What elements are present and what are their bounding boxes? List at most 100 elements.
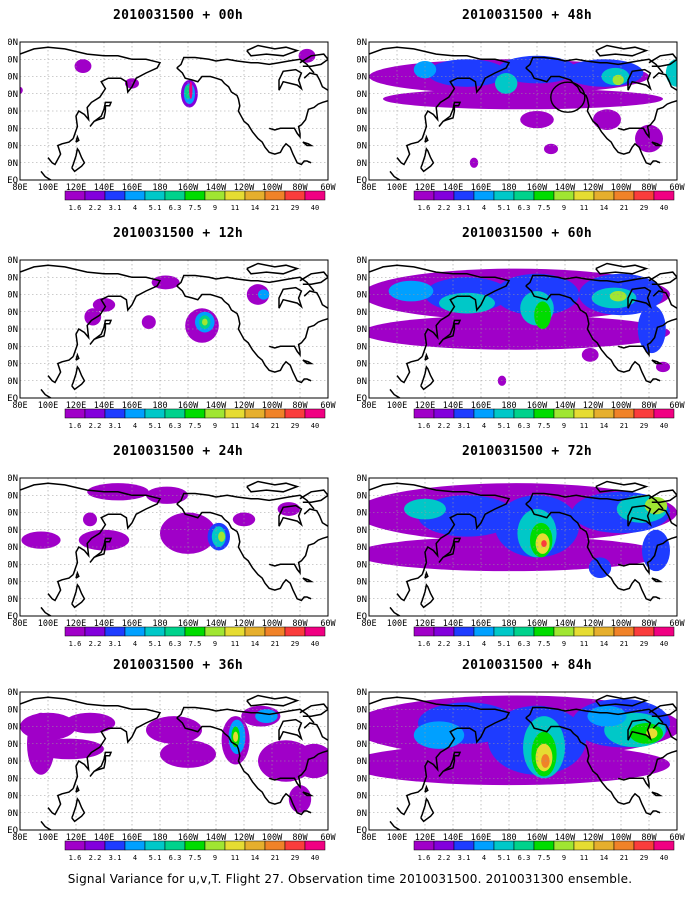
coastline bbox=[176, 285, 312, 384]
variance-contour bbox=[413, 721, 465, 749]
coastline bbox=[438, 537, 462, 563]
colorbar-swatch bbox=[204, 190, 226, 201]
colorbar-swatch bbox=[413, 190, 435, 201]
colorbar-level-label: 14 bbox=[599, 854, 609, 862]
colorbar-level-label: 21 bbox=[619, 640, 629, 648]
colorbar-level-label: 6.3 bbox=[517, 640, 531, 648]
lon-tick-label: 120E bbox=[415, 183, 435, 193]
colorbar-level-label: 7.5 bbox=[537, 422, 551, 430]
coastline bbox=[176, 706, 315, 724]
coastlines bbox=[20, 262, 328, 398]
coastlines bbox=[369, 262, 677, 398]
coastline bbox=[651, 791, 663, 797]
coastline bbox=[75, 134, 80, 143]
coastline bbox=[299, 489, 328, 503]
colorbar-swatch bbox=[184, 840, 206, 851]
colorbar-swatch bbox=[473, 840, 495, 851]
lon-tick-label: 160E bbox=[122, 183, 142, 193]
colorbar-level-label: 11 bbox=[579, 854, 589, 862]
colorbar-swatch bbox=[84, 626, 106, 637]
lon-tick-label: 140W bbox=[206, 183, 227, 193]
lon-tick-label: 160E bbox=[122, 401, 142, 411]
colorbar-level-label: 21 bbox=[619, 422, 629, 430]
lon-tick-label: 80W bbox=[641, 183, 657, 193]
lat-tick-label: 80N bbox=[8, 688, 18, 698]
colorbar-labels: 1.6 2.2 3.1 4 5.1 6.3 7.5 9 11 14 21 29 40 bbox=[413, 422, 673, 432]
colorbar-level-label: 1.6 bbox=[417, 204, 431, 212]
colorbar-level-label: 1.6 bbox=[68, 854, 82, 862]
variance-contour bbox=[541, 540, 547, 547]
lat-tick-label: 30N bbox=[8, 560, 18, 570]
coastline bbox=[652, 722, 677, 741]
lat-tick-label: 50N bbox=[357, 526, 367, 536]
lon-tick-label: 120E bbox=[415, 401, 435, 411]
coastline bbox=[299, 271, 328, 285]
lat-tick-label: 20N bbox=[8, 792, 18, 802]
colorbar-swatch bbox=[124, 840, 146, 851]
coastline bbox=[525, 706, 664, 724]
lat-tick-label: 20N bbox=[357, 142, 367, 152]
variance-field bbox=[369, 695, 677, 786]
variance-contour bbox=[83, 512, 97, 527]
variance-contour bbox=[34, 738, 104, 760]
lon-tick-label: 100W bbox=[262, 619, 283, 629]
lon-tick-label: 100E bbox=[387, 183, 407, 193]
colorbar-level-label: 29 bbox=[290, 422, 300, 430]
coastline bbox=[75, 784, 80, 793]
coastline bbox=[389, 388, 402, 398]
colorbar bbox=[64, 408, 326, 419]
colorbar-level-label: 3.1 bbox=[108, 204, 122, 212]
coastline bbox=[617, 535, 677, 576]
coastlines bbox=[20, 44, 328, 180]
variance-contour bbox=[151, 275, 180, 290]
panel-title: 2010031500 + 00h bbox=[112, 8, 244, 23]
colorbar-swatch bbox=[453, 840, 475, 851]
map-panel-24h: 2010031500 + 24h 80N 70N 60N 50N 40N 30N 20N 10N… bbox=[8, 444, 348, 654]
coastline bbox=[71, 147, 86, 173]
colorbar-level-label: 7.5 bbox=[188, 204, 202, 212]
lat-tick-label: 10N bbox=[8, 377, 18, 387]
lon-tick-label: 100E bbox=[38, 833, 58, 843]
colorbar-labels: 1.6 2.2 3.1 4 5.1 6.3 7.5 9 11 14 21 29 40 bbox=[413, 204, 673, 214]
lon-tick-label: 160W bbox=[178, 619, 199, 629]
coastline bbox=[396, 356, 423, 384]
colorbar-level-label: 40 bbox=[659, 640, 669, 648]
lon-tick-label: 60W bbox=[669, 833, 685, 843]
colorbar-level-label: 6.3 bbox=[168, 422, 182, 430]
coastline bbox=[176, 492, 315, 510]
coastline bbox=[595, 44, 649, 57]
variance-contour bbox=[656, 361, 670, 373]
variance-contour bbox=[520, 111, 554, 129]
lon-tick-label: 60W bbox=[669, 401, 685, 411]
colorbar-level-label: 21 bbox=[270, 204, 280, 212]
colorbar-level-label: 1.6 bbox=[68, 204, 82, 212]
variance-contour bbox=[255, 709, 278, 724]
colorbar-level-label: 14 bbox=[599, 204, 609, 212]
variance-contour bbox=[141, 315, 156, 329]
coastline bbox=[278, 718, 303, 741]
coastline bbox=[396, 138, 423, 166]
lon-tick-label: 160W bbox=[527, 619, 548, 629]
lat-tick-label: 40N bbox=[357, 757, 367, 767]
coastline bbox=[420, 365, 435, 391]
colorbar-swatch bbox=[204, 408, 226, 419]
colorbar-level-label: 21 bbox=[270, 854, 280, 862]
lat-tick-label: 30N bbox=[8, 124, 18, 134]
colorbar-swatch bbox=[613, 840, 635, 851]
colorbar-level-label: 40 bbox=[310, 854, 320, 862]
coastline bbox=[389, 820, 402, 830]
coastline bbox=[246, 44, 300, 57]
lon-tick-label: 100W bbox=[262, 401, 283, 411]
coastline bbox=[268, 749, 328, 790]
lat-tick-label: 60N bbox=[8, 291, 18, 301]
colorbar-swatch bbox=[613, 626, 635, 637]
coastline bbox=[595, 694, 649, 707]
lat-tick-label: 10N bbox=[8, 595, 18, 605]
lat-tick-label: EQ bbox=[357, 394, 367, 404]
colorbar-level-label: 7.5 bbox=[537, 854, 551, 862]
colorbar-level-label: 3.1 bbox=[457, 422, 471, 430]
coastline bbox=[303, 722, 328, 741]
